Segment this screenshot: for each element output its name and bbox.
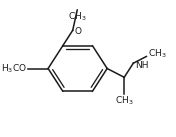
Text: CH$_3$: CH$_3$	[148, 48, 166, 60]
Text: CH$_3$: CH$_3$	[68, 11, 87, 23]
Text: O: O	[74, 27, 81, 36]
Text: CH$_3$: CH$_3$	[115, 94, 134, 107]
Text: H$_3$CO: H$_3$CO	[1, 62, 27, 75]
Text: NH: NH	[135, 61, 148, 70]
